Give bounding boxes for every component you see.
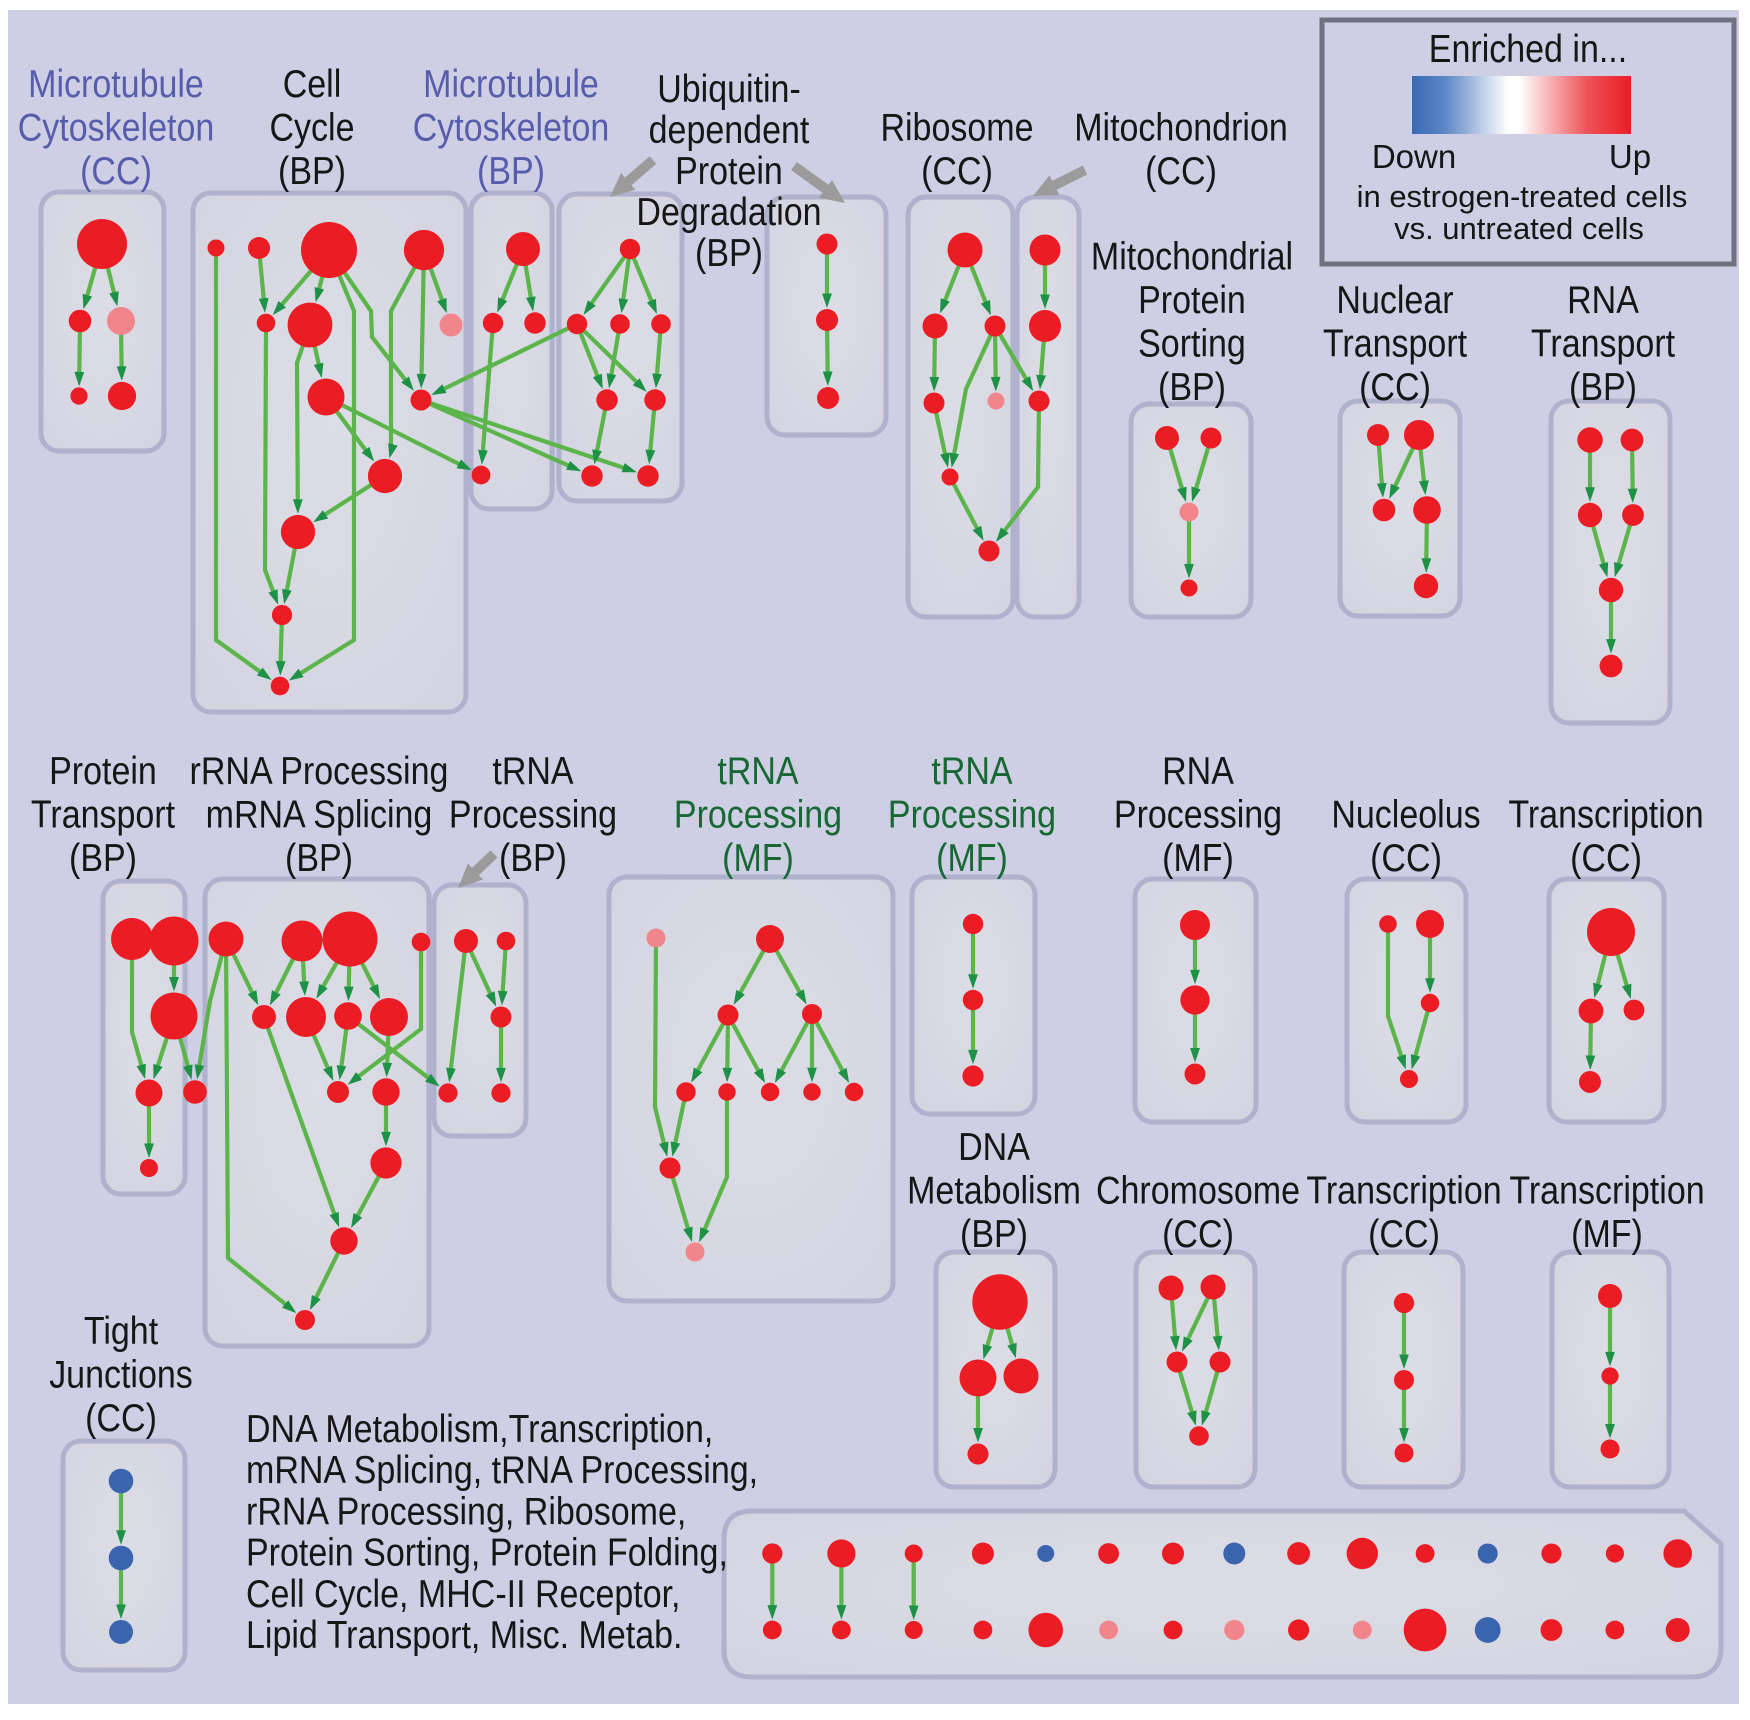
svg-text:Degradation: Degradation [636,191,821,234]
svg-text:Chromosome: Chromosome [1096,1170,1300,1213]
svg-text:(MF): (MF) [936,837,1008,880]
svg-text:Microtubule: Microtubule [28,63,204,106]
svg-text:Up: Up [1609,138,1651,175]
svg-text:(BP): (BP) [1569,366,1637,409]
svg-text:Transport: Transport [1323,323,1467,366]
svg-text:rRNA Processing: rRNA Processing [190,750,449,793]
svg-text:(CC): (CC) [85,1397,157,1440]
svg-text:rRNA Processing, Ribosome,: rRNA Processing, Ribosome, [246,1490,686,1533]
svg-text:tRNA: tRNA [717,750,798,793]
svg-text:Protein Sorting, Protein Foldi: Protein Sorting, Protein Folding, [246,1532,728,1575]
svg-text:Cell: Cell [283,63,342,106]
svg-text:Processing: Processing [1114,794,1282,837]
svg-text:Transport: Transport [31,794,175,837]
svg-text:Nucleolus: Nucleolus [1331,794,1480,837]
svg-text:(CC): (CC) [1359,366,1431,409]
svg-text:(CC): (CC) [1370,837,1442,880]
svg-text:(MF): (MF) [1162,837,1234,880]
svg-text:Tight: Tight [84,1310,159,1353]
svg-text:(BP): (BP) [285,837,353,880]
svg-text:(BP): (BP) [1158,366,1226,409]
svg-text:(CC): (CC) [1162,1213,1234,1256]
svg-text:Cell Cycle, MHC-II Receptor,: Cell Cycle, MHC-II Receptor, [246,1573,681,1616]
svg-text:Microtubule: Microtubule [423,63,599,106]
svg-text:Transcription: Transcription [1509,1170,1704,1213]
svg-text:in estrogen-treated cells: in estrogen-treated cells [1357,179,1688,214]
svg-text:(BP): (BP) [477,150,545,193]
svg-text:(BP): (BP) [695,232,763,275]
svg-text:Cytoskeleton: Cytoskeleton [18,107,215,150]
svg-text:Protein: Protein [1138,279,1246,322]
svg-text:Processing: Processing [674,794,842,837]
svg-text:Processing: Processing [449,794,617,837]
svg-text:Transcription: Transcription [1508,794,1703,837]
svg-text:Cytoskeleton: Cytoskeleton [413,107,610,150]
svg-text:Metabolism: Metabolism [907,1170,1081,1213]
svg-text:(CC): (CC) [1570,837,1642,880]
svg-text:Enriched in...: Enriched in... [1429,28,1627,71]
svg-text:tRNA: tRNA [492,750,573,793]
svg-text:Lipid Transport, Misc. Metab.: Lipid Transport, Misc. Metab. [246,1614,683,1657]
svg-text:(BP): (BP) [278,150,346,193]
svg-text:RNA: RNA [1162,750,1234,793]
svg-text:Down: Down [1372,138,1456,175]
svg-text:Ubiquitin-: Ubiquitin- [657,68,801,111]
svg-text:Mitochondrial: Mitochondrial [1091,236,1293,279]
svg-text:(BP): (BP) [499,837,567,880]
svg-text:Transport: Transport [1531,323,1675,366]
svg-text:Ribosome: Ribosome [880,107,1033,150]
svg-text:(MF): (MF) [1571,1213,1643,1256]
svg-text:Junctions: Junctions [49,1354,193,1397]
svg-text:DNA: DNA [958,1126,1030,1169]
svg-text:Protein: Protein [49,750,157,793]
svg-text:Protein: Protein [675,150,783,193]
svg-text:(CC): (CC) [1145,150,1217,193]
svg-text:(BP): (BP) [69,837,137,880]
svg-text:Processing: Processing [888,794,1056,837]
svg-text:Sorting: Sorting [1138,323,1246,366]
svg-text:vs. untreated cells: vs. untreated cells [1394,211,1644,246]
svg-text:(CC): (CC) [80,150,152,193]
svg-text:Nuclear: Nuclear [1336,279,1453,322]
svg-text:mRNA Splicing: mRNA Splicing [206,794,433,837]
svg-text:mRNA Splicing, tRNA Processing: mRNA Splicing, tRNA Processing, [246,1449,758,1492]
svg-text:Mitochondrion: Mitochondrion [1074,107,1288,150]
svg-text:(CC): (CC) [921,150,993,193]
svg-text:dependent: dependent [649,109,810,152]
svg-text:(MF): (MF) [722,837,794,880]
svg-text:tRNA: tRNA [931,750,1012,793]
svg-text:DNA Metabolism,Transcription,: DNA Metabolism,Transcription, [246,1408,713,1451]
svg-text:(CC): (CC) [1368,1213,1440,1256]
svg-text:Transcription: Transcription [1306,1170,1501,1213]
svg-text:RNA: RNA [1567,279,1639,322]
svg-text:(BP): (BP) [960,1213,1028,1256]
svg-text:Cycle: Cycle [270,107,355,150]
